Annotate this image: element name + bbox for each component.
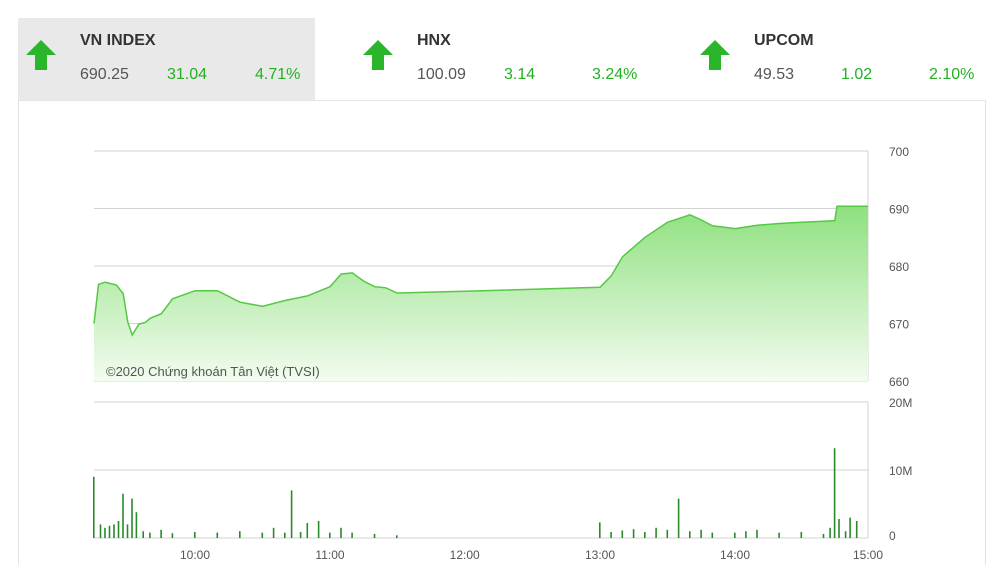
index-change: 31.04 — [167, 66, 208, 83]
volume-bar — [373, 533, 376, 538]
volume-bar — [677, 498, 680, 538]
time-tick-label: 10:00 — [180, 548, 210, 562]
volume-tick-label: 20M — [889, 396, 912, 410]
volume-bar — [655, 527, 657, 538]
price-tick-label: 670 — [889, 318, 909, 332]
volume-bar — [142, 531, 144, 538]
volume-bar — [340, 527, 342, 538]
volume-bar — [317, 521, 320, 538]
arrow-up-icon — [26, 40, 56, 70]
volume-bar — [149, 532, 151, 538]
index-name: HNX — [417, 32, 451, 49]
price-tick-label: 700 — [889, 145, 909, 159]
volume-bar — [644, 531, 646, 538]
volume-tick-label: 10M — [889, 464, 912, 478]
volume-bar — [822, 533, 825, 538]
volume-bar — [171, 533, 174, 538]
index-percent: 2.10% — [929, 66, 975, 83]
volume-bar — [108, 525, 111, 538]
volume-bar — [838, 519, 840, 538]
time-tick-label: 13:00 — [585, 548, 615, 562]
volume-bar — [711, 532, 714, 538]
volume-bar — [104, 527, 106, 538]
volume-bar — [833, 448, 836, 538]
volume-bar — [113, 524, 115, 538]
volume-bar — [351, 532, 353, 538]
volume-bar — [239, 531, 241, 538]
time-tick-label: 15:00 — [853, 548, 883, 562]
volume-bar — [99, 524, 102, 538]
index-value: 49.53 — [754, 66, 795, 83]
time-tick-label: 12:00 — [450, 548, 480, 562]
time-tick-label: 11:00 — [315, 548, 344, 562]
volume-bar — [122, 493, 124, 538]
volume-bar — [849, 517, 851, 538]
volume-bar — [284, 532, 286, 538]
volume-bar — [135, 512, 138, 538]
volume-bar — [93, 476, 95, 538]
price-tick-label: 660 — [889, 375, 909, 389]
volume-bar — [126, 524, 129, 538]
volume-bar — [734, 532, 736, 538]
tab-upcom[interactable]: UPCOM 49.53 1.02 2.10% — [692, 18, 989, 100]
volume-bar — [299, 531, 302, 538]
volume-bar — [117, 521, 120, 538]
volume-bar — [160, 529, 162, 538]
volume-bar — [610, 531, 612, 538]
tab-vn-index[interactable]: VN INDEX 690.25 31.04 4.71% — [18, 18, 315, 100]
index-value: 100.09 — [417, 66, 466, 83]
volume-bar — [194, 531, 196, 538]
volume-bar — [621, 530, 624, 538]
volume-bar — [290, 490, 293, 538]
volume-bar — [689, 531, 691, 538]
volume-bar — [800, 531, 803, 538]
time-tick-label: 14:00 — [720, 548, 750, 562]
volume-bar — [745, 531, 747, 538]
price-tick-label: 690 — [889, 203, 909, 217]
volume-bar — [306, 523, 309, 538]
tab-hnx[interactable]: HNX 100.09 3.14 3.24% — [355, 18, 652, 100]
volume-bar — [599, 522, 601, 538]
volume-bar — [216, 532, 219, 538]
volume-bar — [855, 521, 858, 538]
watermark: ©2020 Chứng khoán Tân Việt (TVSI) — [106, 364, 320, 379]
index-tabs: VN INDEX 690.25 31.04 4.71% HNX 100.09 3… — [18, 18, 1000, 100]
index-change: 3.14 — [504, 66, 536, 83]
volume-bar — [632, 529, 635, 538]
index-name: VN INDEX — [80, 32, 156, 49]
price-area — [94, 206, 868, 381]
index-value: 690.25 — [80, 66, 129, 83]
volume-bar — [131, 498, 133, 538]
index-name: UPCOM — [754, 32, 814, 49]
price-line — [93, 205, 868, 337]
volume-bar — [396, 535, 398, 538]
volume-bar — [829, 527, 831, 538]
volume-bar — [844, 531, 847, 538]
volume-bar — [329, 532, 331, 538]
index-change: 1.02 — [841, 66, 873, 83]
volume-bar — [272, 527, 275, 538]
volume-bar — [261, 532, 264, 538]
price-tick-label: 680 — [889, 260, 909, 274]
index-percent: 3.24% — [592, 66, 638, 83]
volume-bar — [666, 529, 669, 538]
volume-bar — [756, 529, 758, 538]
volume-bar — [700, 529, 702, 538]
arrow-up-icon — [700, 40, 730, 70]
volume-bar — [778, 532, 780, 538]
index-percent: 4.71% — [255, 66, 301, 83]
volume-tick-label: 0 — [889, 529, 896, 543]
arrow-up-icon — [363, 40, 393, 70]
